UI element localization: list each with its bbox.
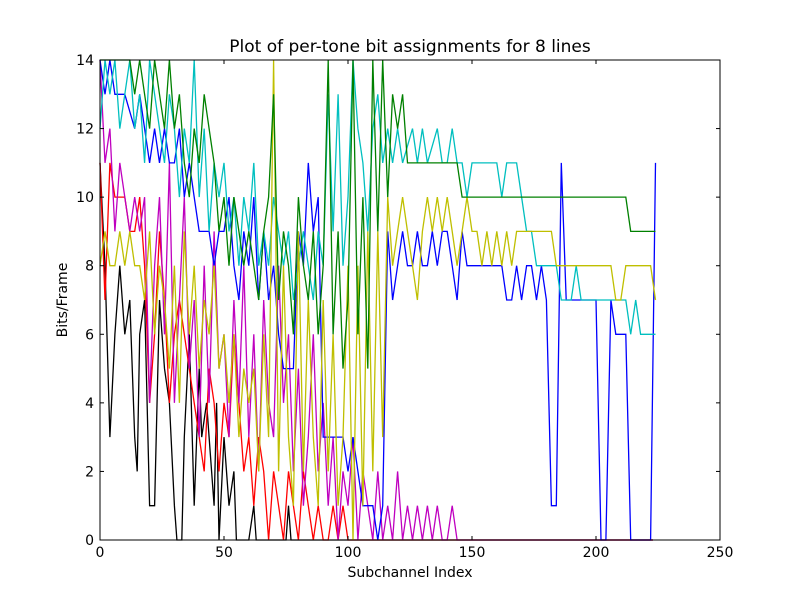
x-tick-label: 50 bbox=[215, 545, 233, 561]
series-line-5 bbox=[99, 59, 656, 335]
series-line-2 bbox=[99, 162, 653, 541]
x-tick-label: 250 bbox=[707, 545, 734, 561]
x-tick-label: 0 bbox=[96, 545, 105, 561]
series-line-6 bbox=[99, 59, 657, 541]
y-tick-label: 2 bbox=[85, 464, 94, 480]
series-line-7 bbox=[100, 59, 656, 369]
y-tick-label: 10 bbox=[76, 190, 94, 206]
series-line-4 bbox=[99, 59, 657, 541]
x-tick-label: 150 bbox=[459, 545, 486, 561]
y-tick-label: 14 bbox=[76, 53, 94, 69]
series-line-3 bbox=[99, 59, 653, 541]
y-tick-label: 4 bbox=[85, 396, 94, 412]
y-tick-label: 8 bbox=[85, 259, 94, 275]
y-axis-label: Bits/Frame bbox=[55, 263, 71, 338]
plot-frame bbox=[99, 59, 721, 541]
x-axis-ticks: 0 50 100 150 200 250 bbox=[96, 60, 734, 561]
chart-title: Plot of per-tone bit assignments for 8 l… bbox=[229, 37, 591, 57]
x-tick-label: 100 bbox=[335, 545, 362, 561]
x-tick-label: 200 bbox=[583, 545, 610, 561]
y-tick-label: 0 bbox=[85, 533, 94, 549]
series-layer bbox=[99, 59, 657, 541]
y-tick-label: 12 bbox=[76, 122, 94, 138]
x-axis-label: Subchannel Index bbox=[347, 565, 472, 581]
y-axis-ticks: 0 2 4 6 8 10 12 14 bbox=[76, 53, 720, 549]
y-tick-label: 6 bbox=[85, 327, 94, 343]
